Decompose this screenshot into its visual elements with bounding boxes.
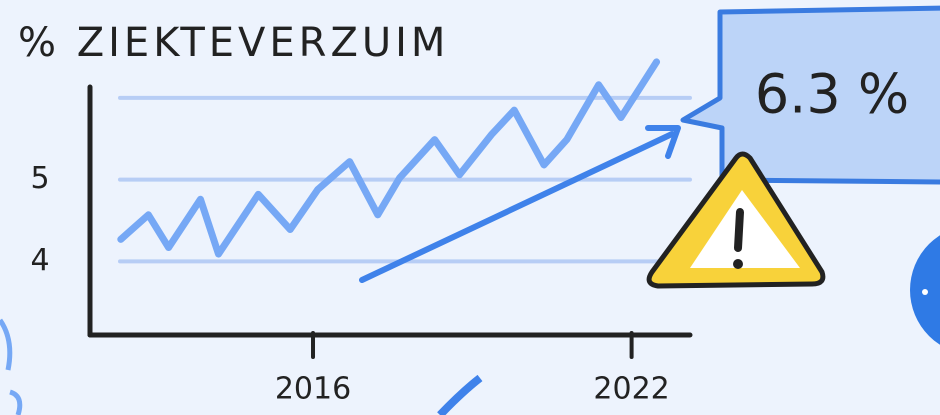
x-tick-label: 2016 <box>275 372 351 407</box>
trend-arrow-head <box>645 125 681 159</box>
y-tick-label: 5 <box>30 161 49 196</box>
x-tick-label: 2022 <box>593 372 669 407</box>
y-tick-label: 4 <box>30 243 49 278</box>
callout-value: 6.3 % <box>755 63 909 126</box>
decor-stroke <box>9 389 23 415</box>
decor-stroke <box>437 374 483 415</box>
decor-dot <box>922 289 928 295</box>
trend-arrow <box>359 131 675 283</box>
warning-inner <box>690 190 800 268</box>
callout-box <box>680 5 940 185</box>
axes <box>87 84 693 359</box>
warning-mark <box>734 208 744 252</box>
decor-stroke <box>0 318 13 371</box>
data-line <box>117 58 661 258</box>
warning-dot <box>733 259 743 269</box>
chart-title: % ZIEKTEVERZUIM <box>18 20 449 66</box>
